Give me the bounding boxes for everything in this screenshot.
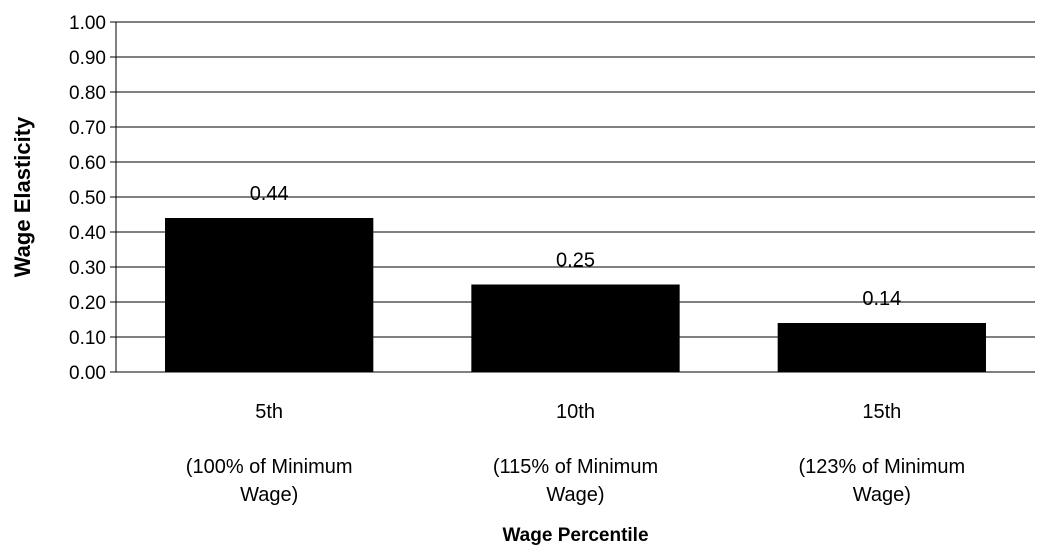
y-tick-label: 1.00 <box>69 13 106 34</box>
x-tick-sublabel: (115% of Minimum <box>493 456 658 478</box>
bars <box>165 218 986 372</box>
y-tick-label: 0.80 <box>69 83 106 104</box>
y-axis-ticks: 0.00 0.10 0.20 0.30 0.40 0.50 0.60 0.70 0.80 0.90… <box>69 13 116 384</box>
x-axis-title: Wage Percentile <box>502 525 648 546</box>
y-tick-label: 0.50 <box>69 188 106 209</box>
y-tick-label: 0.20 <box>69 293 106 314</box>
x-tick-sublabel: Wage) <box>546 484 604 506</box>
bar <box>165 218 374 372</box>
x-tick-label: 5th <box>255 401 283 423</box>
x-axis-categories: 5th (100% of Minimum Wage) 10th (115% of Min… <box>186 401 965 506</box>
x-tick-sublabel: Wage) <box>240 484 298 506</box>
y-tick-label: 0.00 <box>69 363 106 384</box>
bar <box>777 323 986 372</box>
data-labels: 0.44 0.25 0.14 <box>250 183 902 310</box>
x-tick-sublabel: (123% of Minimum <box>798 456 965 478</box>
y-tick-label: 0.90 <box>69 48 106 69</box>
y-tick-label: 0.30 <box>69 258 106 279</box>
bar <box>471 284 680 372</box>
x-tick-sublabel: (100% of Minimum <box>186 456 353 478</box>
y-axis-title: Wage Elasticity <box>10 116 35 277</box>
x-tick-label: 15th <box>862 401 901 423</box>
y-tick-label: 0.60 <box>69 153 106 174</box>
data-label: 0.44 <box>250 183 289 205</box>
data-label: 0.14 <box>862 288 901 310</box>
x-tick-label: 10th <box>556 401 595 423</box>
x-tick-sublabel: Wage) <box>853 484 911 506</box>
y-tick-label: 0.70 <box>69 118 106 139</box>
y-tick-label: 0.10 <box>69 328 106 349</box>
y-tick-label: 0.40 <box>69 223 106 244</box>
data-label: 0.25 <box>556 250 595 272</box>
